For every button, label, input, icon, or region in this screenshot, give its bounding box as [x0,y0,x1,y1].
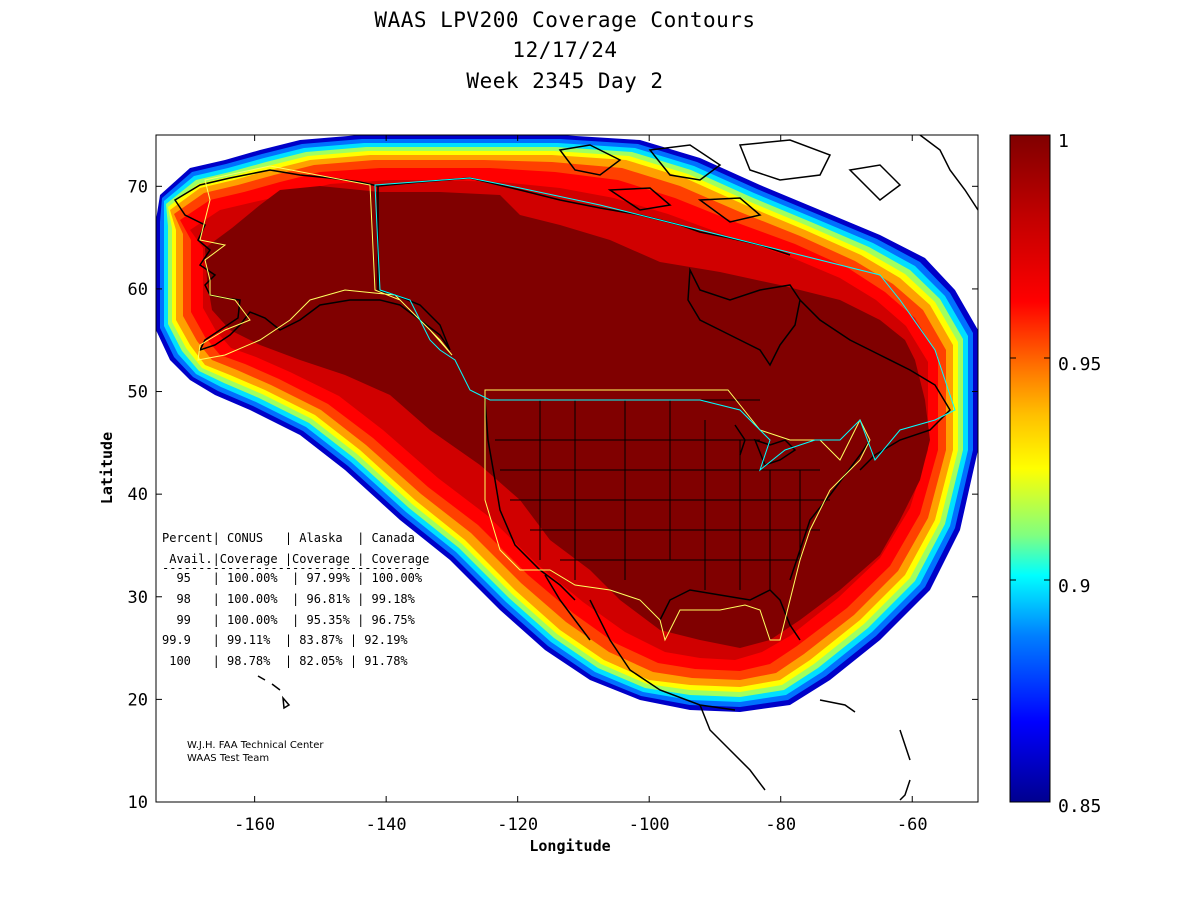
x-axis-label: Longitude [529,837,610,855]
colorbar-label-min: 0.85 [1058,796,1101,817]
x-tick-label: -120 [497,815,538,835]
y-tick-label: 30 [128,588,148,608]
table-row: 95 | 100.00% | 97.99% | 100.00% [162,571,423,585]
y-tick-label: 70 [128,177,148,197]
table-row: 99 | 100.00% | 95.35% | 96.75% [162,613,416,627]
colorbar-label-0.95: 0.95 [1058,354,1101,375]
table-header-1: Percent| CONUS | Alaska | Canada [162,531,415,545]
chart-title-line-1: WAAS LPV200 Coverage Contours [374,8,756,32]
coverage-table: Percent| CONUS | Alaska | Canada Avail.|… [162,531,429,668]
colorbar-ticks [1010,134,1050,803]
plot-frame [155,134,979,803]
y-tick-label: 40 [128,485,148,505]
x-tick-label: -100 [629,815,670,835]
colorbar-label-max: 1 [1058,131,1069,152]
colorbar-label-0.9: 0.9 [1058,576,1091,597]
chart-title-week: Week 2345 Day 2 [466,69,664,93]
service-boundaries [197,165,956,642]
y-tick-label: 50 [128,383,148,403]
x-axis-ticks: -160 -140 -120 -100 -80 -60 [234,135,928,835]
credit-line-1: W.J.H. FAA Technical Center [187,740,324,751]
table-row: 98 | 100.00% | 96.81% | 99.18% [162,592,416,606]
y-tick-label: 10 [128,793,148,813]
y-axis-ticks: 10 20 30 40 50 60 70 [128,177,978,813]
x-tick-label: -80 [765,815,796,835]
x-tick-label: -60 [897,815,928,835]
credit-line-2: WAAS Test Team [187,753,269,764]
table-row: 100 | 98.78% | 82.05% | 91.78% [162,654,408,668]
chart-title-date: 12/17/24 [512,38,618,62]
x-tick-label: -140 [366,815,407,835]
colorbar [1009,134,1051,803]
table-divider: ------------------------------------ [162,561,422,575]
x-tick-label: -160 [234,815,275,835]
y-tick-label: 60 [128,280,148,300]
table-row: 99.9 | 99.11% | 83.87% | 92.19% [162,633,408,647]
y-tick-label: 20 [128,690,148,710]
table-header-2: Avail.|Coverage |Coverage | Coverage [162,552,429,566]
y-axis-label: Latitude [98,432,116,504]
